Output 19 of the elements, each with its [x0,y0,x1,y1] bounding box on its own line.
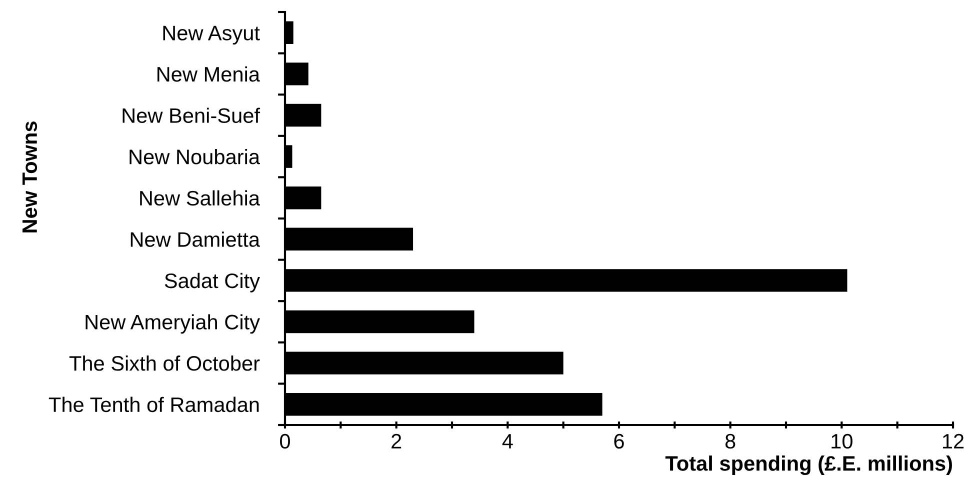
x-tick-label: 6 [614,434,624,449]
x-tick-label: 8 [725,434,736,449]
x-tick-label: 4 [502,434,513,448]
y-axis-title: New Towns [22,122,38,232]
x-axis-title: Total spending (£.E. millions) [665,456,952,476]
y-tick-label: New Damietta [130,232,260,247]
y-tick-label: New Asyut [163,26,260,45]
x-tick-label: 12 [943,434,964,448]
y-tick-label: New Beni-Suef [122,108,260,124]
x-tick-label: 2 [392,434,402,448]
x-tick-label: 10 [832,434,852,449]
y-tick-label: New Noubaria [130,149,260,164]
y-tick-label: The Tenth of Ramadan [48,396,259,412]
x-tick-label: 0 [280,434,290,449]
y-tick-label: Sadat City [164,272,260,292]
y-tick-label: New Menia [158,66,260,82]
y-tick-label: New Ameryiah City [86,314,260,334]
y-tick-label: New Sallehia [140,190,260,206]
y-tick-label: The Sixth of October [69,356,260,371]
